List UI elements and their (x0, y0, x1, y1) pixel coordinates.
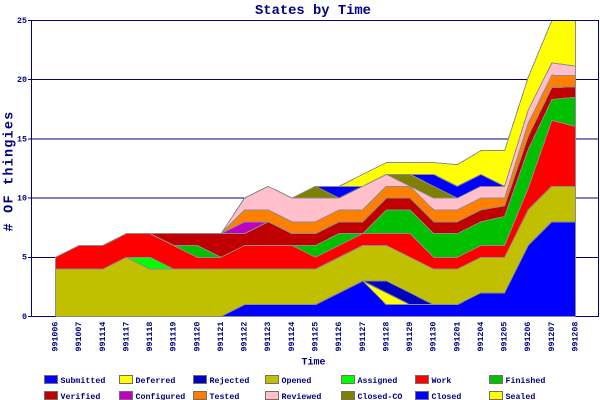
svg-text:991130: 991130 (430, 322, 439, 352)
svg-text:991126: 991126 (335, 322, 344, 352)
svg-text:991208: 991208 (572, 322, 581, 352)
svg-text:States by Time: States by Time (255, 3, 371, 19)
svg-text:991119: 991119 (170, 322, 179, 352)
svg-text:25: 25 (17, 17, 27, 26)
svg-text:Work: Work (432, 376, 452, 386)
svg-text:Tested: Tested (210, 392, 240, 400)
svg-text:991204: 991204 (477, 322, 486, 352)
svg-text:Time: Time (301, 357, 325, 369)
svg-text:Opened: Opened (282, 376, 312, 386)
svg-text:991201: 991201 (453, 322, 462, 352)
svg-text:991121: 991121 (217, 322, 226, 352)
svg-text:991117: 991117 (122, 322, 131, 352)
svg-text:Closed-CO: Closed-CO (358, 392, 403, 400)
svg-text:0: 0 (22, 313, 27, 322)
svg-text:991007: 991007 (75, 322, 84, 352)
svg-text:991123: 991123 (264, 322, 273, 352)
svg-text:991120: 991120 (193, 322, 202, 352)
svg-text:991129: 991129 (406, 322, 415, 352)
svg-text:# OF thingies: # OF thingies (3, 111, 18, 232)
svg-text:991127: 991127 (359, 322, 368, 352)
svg-text:15: 15 (17, 135, 27, 144)
svg-text:Submitted: Submitted (61, 376, 106, 386)
svg-text:991205: 991205 (501, 322, 510, 352)
svg-text:Reviewed: Reviewed (282, 392, 322, 400)
svg-text:Configured: Configured (136, 392, 186, 400)
svg-text:Closed: Closed (432, 392, 462, 400)
svg-text:10: 10 (17, 195, 27, 204)
svg-text:991006: 991006 (52, 322, 61, 352)
svg-text:Sealed: Sealed (506, 392, 536, 400)
svg-text:Finished: Finished (506, 376, 546, 386)
svg-text:Deferred: Deferred (136, 376, 176, 386)
svg-text:5: 5 (22, 254, 27, 263)
svg-text:991206: 991206 (524, 322, 533, 352)
svg-text:Assigned: Assigned (358, 376, 398, 386)
svg-text:991122: 991122 (241, 322, 250, 352)
svg-text:Rejected: Rejected (210, 376, 250, 386)
svg-text:991124: 991124 (288, 322, 297, 352)
svg-text:Verified: Verified (61, 392, 101, 400)
svg-text:20: 20 (17, 76, 27, 85)
svg-text:991128: 991128 (382, 322, 391, 352)
svg-text:991207: 991207 (548, 322, 557, 352)
svg-text:991118: 991118 (146, 322, 155, 352)
svg-text:991125: 991125 (312, 322, 321, 352)
svg-text:991114: 991114 (99, 322, 108, 352)
